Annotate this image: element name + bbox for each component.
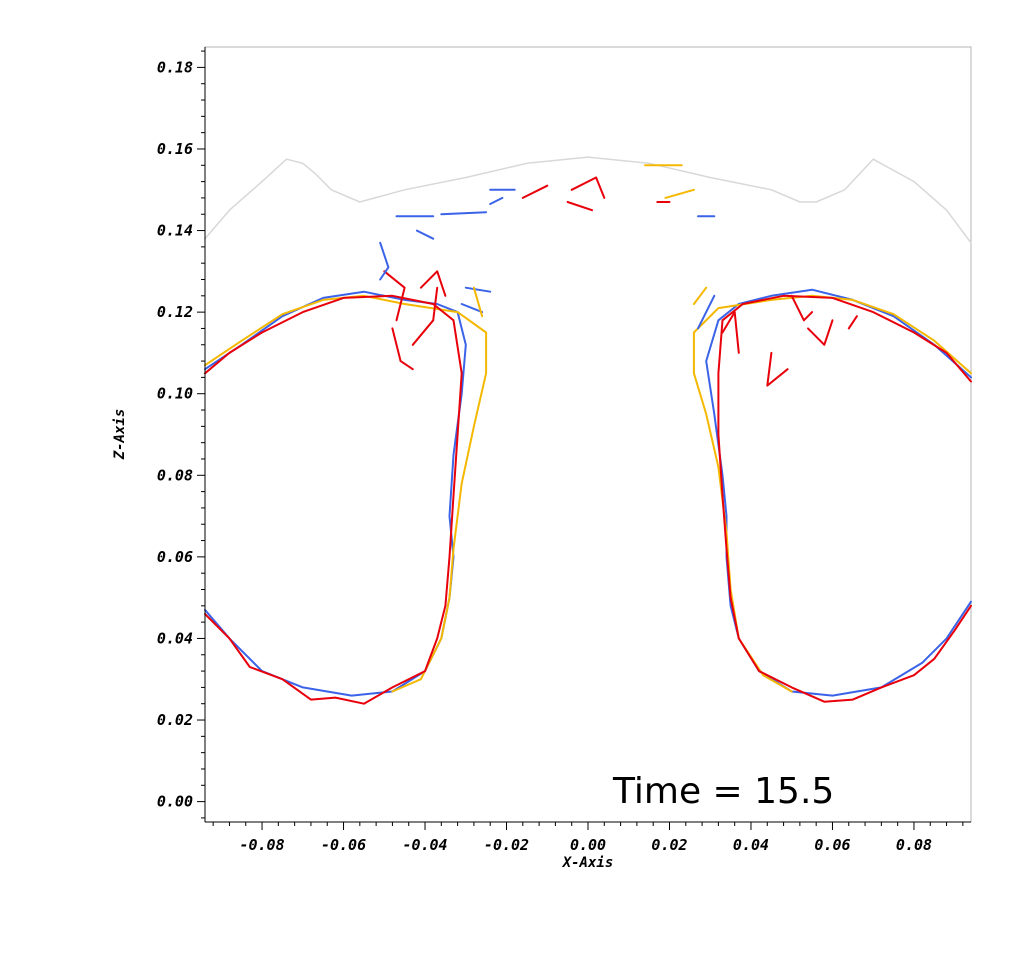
series-line-red-19 [847, 315, 858, 330]
y-tick-label: 0.04 [157, 629, 193, 647]
y-tick-label: 0.00 [157, 793, 193, 811]
y-tick-label: 0.14 [157, 222, 193, 240]
series-line-red-7 [383, 270, 406, 322]
series-line-red-9 [411, 286, 439, 346]
series-line-blue-2 [705, 288, 972, 697]
y-axis-title: Z-Axis [112, 409, 128, 461]
series-line-blue-26 [464, 286, 492, 293]
x-tick-label: 0.06 [814, 836, 850, 854]
series-line-red-6 [717, 294, 972, 703]
series-line-yellow-3 [204, 294, 488, 693]
series-line-red-8 [391, 327, 414, 371]
series-line-blue-1 [204, 290, 467, 697]
y-tick-label: 0.10 [157, 385, 193, 403]
x-tick-label: 0.08 [896, 836, 932, 854]
series-line-yellow-33 [692, 286, 708, 305]
series-line-blue-27 [460, 303, 484, 314]
x-tick-label: 0.02 [651, 836, 687, 854]
x-tick-label: -0.08 [239, 836, 284, 854]
x-tick-label: -0.02 [484, 836, 529, 854]
series-layer [204, 156, 972, 705]
x-tick-label: -0.06 [321, 836, 366, 854]
y-tick-label: 0.08 [157, 466, 193, 484]
series-line-gray-0 [204, 156, 972, 244]
x-tick-label: 0.00 [570, 836, 606, 854]
series-line-red-12 [570, 176, 606, 199]
y-tick-label: 0.12 [157, 303, 193, 321]
series-line-blue-25 [489, 196, 504, 205]
time-annotation: Time = 15.5 [612, 771, 834, 812]
x-tick-label: -0.04 [402, 836, 447, 854]
series-line-red-5 [204, 294, 463, 705]
x-axis-title: X-Axis [562, 855, 614, 871]
y-tick-label: 0.02 [157, 711, 193, 729]
series-line-yellow-32 [472, 286, 484, 318]
series-line-yellow-31 [664, 188, 695, 199]
plot-frame [204, 46, 972, 823]
series-line-red-16 [766, 351, 789, 387]
series-line-red-10 [419, 270, 447, 297]
series-line-red-17 [790, 294, 814, 322]
y-axis: 0.00 0.02 0.04 0.06 0.08 0.10 0.12 0.14 0.16 0.18 [157, 47, 206, 822]
series-line-red-15 [721, 311, 740, 354]
y-tick-label: 0.18 [157, 58, 193, 76]
series-line-yellow-4 [692, 294, 972, 693]
x-tick-label: 0.04 [733, 836, 769, 854]
series-line-blue-20 [379, 241, 390, 281]
series-line-red-11 [521, 184, 549, 199]
series-line-blue-29 [697, 294, 716, 330]
y-tick-label: 0.16 [157, 140, 193, 158]
series-line-red-13 [566, 201, 594, 212]
series-line-blue-22 [415, 229, 435, 240]
x-axis: -0.08 -0.06 -0.04 -0.02 0.00 0.02 0.04 0.06 0.08 [205, 821, 971, 854]
series-line-blue-23 [440, 211, 488, 216]
y-tick-label: 0.06 [157, 548, 193, 566]
series-line-red-18 [807, 319, 834, 346]
